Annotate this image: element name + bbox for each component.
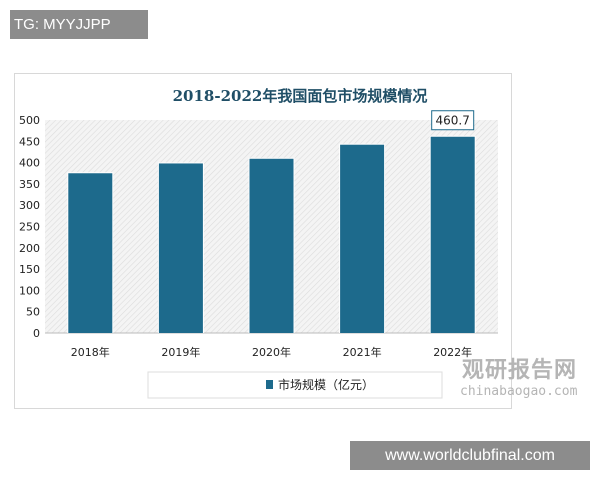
x-tick-label: 2018年 bbox=[71, 345, 110, 359]
data-label-box bbox=[431, 110, 475, 131]
bar bbox=[249, 158, 294, 333]
watermark-logo-en: chinabaogao.com bbox=[460, 384, 578, 399]
y-tick-label: 400 bbox=[19, 157, 40, 170]
y-tick-label: 0 bbox=[33, 327, 40, 340]
bar bbox=[430, 136, 475, 333]
watermark-logo: 观研报告网 chinabaogao.com bbox=[420, 352, 577, 399]
y-tick-label: 50 bbox=[26, 306, 40, 319]
watermark-tg: TG: MYYJJPP bbox=[10, 10, 148, 39]
y-tick-label: 300 bbox=[19, 199, 40, 212]
x-tick-label: 2021年 bbox=[343, 345, 382, 359]
bar bbox=[158, 163, 203, 333]
legend bbox=[147, 371, 443, 399]
y-tick-label: 100 bbox=[19, 284, 40, 297]
watermark-logo-cn: 观研报告网 bbox=[462, 358, 578, 383]
y-tick-label: 350 bbox=[19, 178, 40, 191]
x-tick-label: 2022年 bbox=[433, 345, 472, 359]
chart-title: 2018-2022年我国面包市场规模情况 bbox=[173, 87, 428, 105]
watermark-site: www.worldclubfinal.com bbox=[350, 441, 590, 470]
bar bbox=[340, 144, 385, 333]
legend-label: 市场规模（亿元） bbox=[278, 377, 374, 392]
y-tick-label: 200 bbox=[19, 242, 40, 255]
y-tick-label: 500 bbox=[19, 114, 40, 127]
x-tick-label: 2020年 bbox=[252, 345, 291, 359]
data-label: 460.7 bbox=[436, 114, 470, 128]
legend-swatch bbox=[266, 380, 273, 389]
y-tick-label: 250 bbox=[19, 221, 40, 234]
x-tick-label: 2019年 bbox=[161, 345, 200, 359]
y-tick-label: 150 bbox=[19, 263, 40, 276]
bar bbox=[68, 173, 113, 333]
chart-frame bbox=[14, 73, 512, 409]
y-tick-label: 450 bbox=[19, 135, 40, 148]
